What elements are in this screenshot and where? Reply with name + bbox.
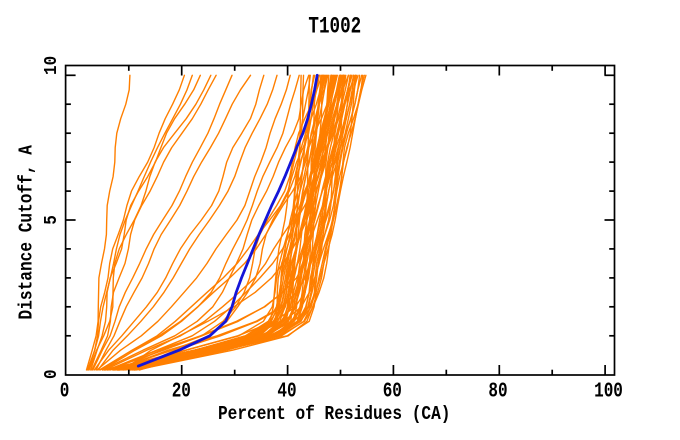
svg-text:T1002: T1002 [308, 15, 361, 41]
svg-text:60: 60 [383, 380, 402, 404]
svg-text:Distance Cutoff, A: Distance Cutoff, A [16, 145, 38, 320]
svg-text:80: 80 [488, 380, 507, 404]
svg-text:0: 0 [42, 369, 62, 379]
svg-text:40: 40 [277, 380, 296, 404]
svg-text:Percent of Residues (CA): Percent of Residues (CA) [218, 404, 451, 426]
svg-text:10: 10 [42, 56, 62, 75]
svg-text:20: 20 [172, 380, 191, 404]
svg-text:100: 100 [594, 380, 623, 404]
svg-text:5: 5 [42, 215, 62, 225]
svg-text:0: 0 [60, 380, 70, 404]
